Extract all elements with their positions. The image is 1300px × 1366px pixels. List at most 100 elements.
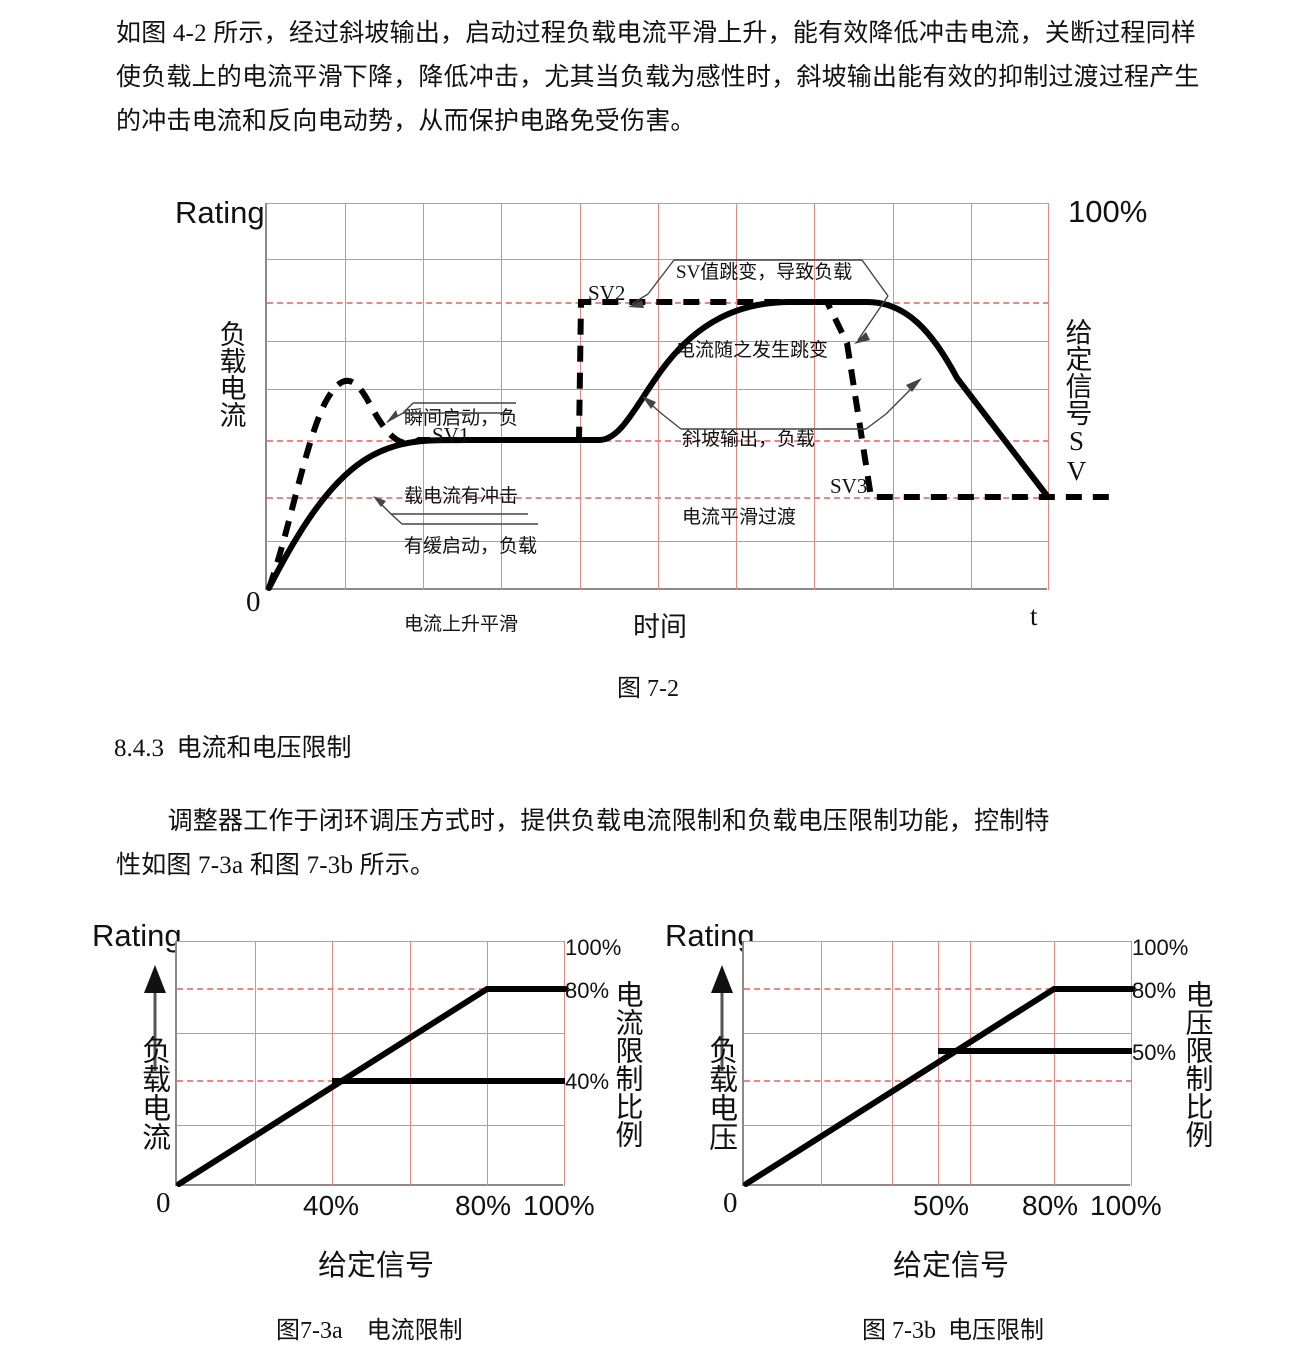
fig73b-y-axis-label: 负载电压 (704, 1035, 737, 1151)
fig73a-ramp-line (176, 986, 568, 1187)
grid-line-vertical (345, 203, 346, 590)
fig73a-y-axis-label: 负载电流 (137, 1035, 170, 1151)
figure-7-2-caption: 图 7-2 (617, 676, 679, 702)
fig73a-up-arrow-icon (144, 965, 166, 1071)
fig72-leader-soft-start (373, 496, 538, 525)
grid-line-vertical (1131, 941, 1132, 1186)
grid-line-dashed (267, 497, 1049, 499)
fig72-rating-label: Rating (175, 195, 265, 230)
grid-line-vertical (255, 941, 256, 1186)
fig73b-origin-label: 0 (723, 1187, 738, 1219)
grid-line-vertical (580, 203, 581, 590)
fig73b-up-arrow-icon (711, 965, 733, 1071)
paragraph-line: 调整器工作于闭环调压方式时，提供负载电流限制和负载电压限制功能，控制特 (116, 808, 1050, 835)
grid-line-horizontal (267, 259, 1049, 260)
grid-line-vertical (423, 203, 424, 590)
fig73b-ytick-50: 50% (1132, 1040, 1177, 1065)
grid-line-vertical (892, 941, 893, 1186)
fig73a-right-axis-label: 电流限制比例 (611, 980, 643, 1148)
fig72-annotation-soft-start: 有缓启动，负载 电流上升平滑 (404, 482, 537, 690)
fig72-x-axis-label: 时间 (633, 612, 687, 642)
grid-line-horizontal (177, 1125, 565, 1126)
grid-line-horizontal (267, 203, 1049, 204)
grid-line-vertical (1054, 941, 1055, 1186)
paragraph-limits: 调整器工作于闭环调压方式时，提供负载电流限制和负载电压限制功能，控制特 性如图 … (116, 800, 1231, 888)
figure-7-2: Rating 负载电流 100% 给定信号SV 0 时间 t (0, 0, 1300, 660)
grid-line-vertical (893, 203, 894, 590)
paragraph-line: 使负载上的电流平滑下降，降低冲击，尤其当负载为感性时，斜坡输出能有效的抑制过渡过… (116, 64, 1200, 91)
fig73b-plot-area (742, 941, 1135, 1187)
grid-line-horizontal (744, 1033, 1132, 1034)
fig72-right-axis-label: 给定信号SV (1061, 318, 1092, 486)
figure-7-3a: Rating 负载电流 100% (92, 918, 643, 1282)
fig73a-ytick-80: 80% (565, 978, 610, 1003)
fig72-x-end-label: t (1030, 601, 1038, 631)
grid-line-horizontal (267, 541, 1049, 542)
grid-line-dashed (267, 440, 1049, 442)
fig72-marker-sv3: SV3 (830, 474, 868, 498)
fig72-leader-inrush (386, 402, 516, 423)
fig72-leader-ramp-output (642, 378, 922, 430)
fig73b-rating-label: Rating (665, 918, 755, 953)
paragraph-intro: 如图 4-2 所示，经过斜坡输出，启动过程负载电流平滑上升，能有效降低冲击电流，… (116, 12, 1231, 144)
fig73a-rating-label: Rating (92, 918, 182, 953)
figure-7-3b-caption: 图 7-3b 电压限制 (862, 1318, 1044, 1344)
grid-line-vertical (564, 941, 565, 1186)
grid-line-horizontal (267, 341, 1049, 342)
grid-line-horizontal (744, 941, 1132, 942)
grid-line-horizontal (177, 1033, 565, 1034)
fig73b-xtick-100: 100% (1090, 1190, 1162, 1221)
fig72-annotation-ramp-output: 斜坡输出，负载 电流平滑过渡 (682, 375, 815, 583)
grid-line-vertical (736, 203, 737, 590)
annotation-line: 电流上升平滑 (404, 614, 519, 635)
fig72-leader-sv-step (628, 259, 889, 344)
grid-line-vertical (487, 941, 488, 1186)
annotation-line: SV值跳变，导致负载 (676, 262, 853, 283)
fig72-100-percent-label: 100% (1068, 194, 1148, 229)
figure-7-3a-caption: 图7-3a 电流限制 (276, 1318, 463, 1344)
fig73b-xtick-80: 80% (1022, 1190, 1079, 1221)
fig73b-ramp-line (743, 986, 1135, 1187)
annotation-line: 载电流有冲击 (404, 486, 519, 507)
fig72-plot-area (265, 203, 1113, 591)
fig73a-origin-label: 0 (156, 1187, 171, 1219)
fig73a-ytick-100: 100% (565, 935, 622, 960)
fig73b-right-axis-label: 电压限制比例 (1181, 980, 1213, 1148)
paragraph-line: 如图 4-2 所示，经过斜坡输出，启动过程负载电流平滑上升，能有效降低冲击电流，… (116, 20, 1197, 47)
grid-line-vertical (501, 203, 502, 590)
fig72-annotation-sv-step: SV值跳变，导致负载 电流随之发生跳变 (676, 208, 852, 416)
fig73a-xtick-80: 80% (455, 1190, 512, 1221)
fig72-marker-sv2: SV2 (588, 281, 626, 305)
grid-line-horizontal (177, 941, 565, 942)
fig72-y-axis-label: 负载电流 (215, 320, 246, 428)
fig73b-x-axis-label: 给定信号 (893, 1250, 1010, 1282)
paragraph-line: 性如图 7-3a 和图 7-3b 所示。 (116, 852, 436, 879)
fig73b-xtick-50: 50% (913, 1190, 970, 1221)
section-heading-8-4-3: 8.4.3 电流和电压限制 (114, 735, 352, 762)
grid-line-vertical (821, 941, 822, 1186)
fig73a-plot-area (175, 941, 568, 1187)
fig73a-curves (176, 986, 568, 1187)
grid-line-dashed (177, 988, 565, 990)
annotation-line: 有缓启动，负载 (404, 536, 538, 557)
grid-line-dashed (744, 988, 1132, 990)
fig72-marker-sv1: SV1 (432, 423, 470, 447)
fig73a-xtick-40: 40% (303, 1190, 360, 1221)
grid-line-dashed (744, 1080, 1132, 1082)
grid-line-vertical (1048, 203, 1049, 590)
fig73a-ytick-40: 40% (565, 1069, 610, 1094)
grid-line-vertical (410, 941, 411, 1186)
grid-line-vertical (970, 941, 971, 1186)
grid-line-horizontal (744, 1125, 1132, 1126)
annotation-line: 电流随之发生跳变 (676, 340, 829, 361)
fig73a-xtick-100: 100% (523, 1190, 595, 1221)
grid-line-horizontal (267, 389, 1049, 390)
fig72-origin-label: 0 (246, 586, 261, 618)
annotation-line: 斜坡输出，负载 (682, 429, 816, 450)
fig73b-ytick-80: 80% (1132, 978, 1177, 1003)
fig73b-curves (743, 986, 1135, 1187)
paragraph-line: 的冲击电流和反向电动势，从而保护电路免受伤害。 (116, 108, 696, 135)
grid-line-vertical (658, 203, 659, 590)
